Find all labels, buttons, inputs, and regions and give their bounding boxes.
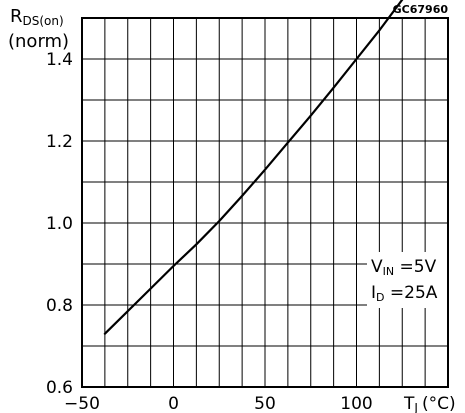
- conditions-box: [367, 252, 447, 308]
- condition-id: ID =25A: [371, 283, 438, 304]
- y-axis-unit: (norm): [8, 31, 69, 52]
- figure-code: GC67960: [393, 3, 449, 16]
- x-tick-label: −50: [64, 394, 100, 413]
- condition-vin-value: =5V: [394, 257, 436, 277]
- y-tick-label: 0.6: [46, 378, 73, 398]
- condition-vin-sub: IN: [383, 265, 394, 278]
- x-tick-label: 50: [254, 394, 276, 413]
- y-tick-label: 1.2: [46, 132, 73, 152]
- condition-vin: VIN =5V: [371, 257, 437, 278]
- tick-labels: −500501001500.60.81.01.21.4: [46, 50, 373, 413]
- x-tick-label: 0: [168, 394, 179, 413]
- plot-frame: [81, 17, 449, 388]
- y-axis-label-sub: DS(on): [23, 14, 64, 28]
- y-tick-label: 1.4: [46, 50, 73, 70]
- y-tick-label: 0.8: [46, 296, 73, 316]
- condition-id-value: =25A: [385, 283, 438, 303]
- condition-vin-main: V: [371, 257, 383, 277]
- x-axis-label-main: T: [403, 394, 415, 413]
- series-line: [103, 0, 404, 335]
- x-axis-label-unit: (°C): [422, 394, 456, 413]
- condition-id-sub: D: [376, 291, 384, 304]
- grid-lines: [82, 18, 448, 387]
- x-axis-label-sub: J: [413, 401, 418, 413]
- x-tick-label: 100: [340, 394, 372, 413]
- y-axis-label-main: R: [10, 6, 23, 27]
- x-axis-label: TJ (°C): [403, 394, 456, 413]
- condition-id-main: I: [371, 283, 376, 303]
- y-tick-label: 1.0: [46, 214, 73, 234]
- y-axis-label: RDS(on): [10, 6, 64, 28]
